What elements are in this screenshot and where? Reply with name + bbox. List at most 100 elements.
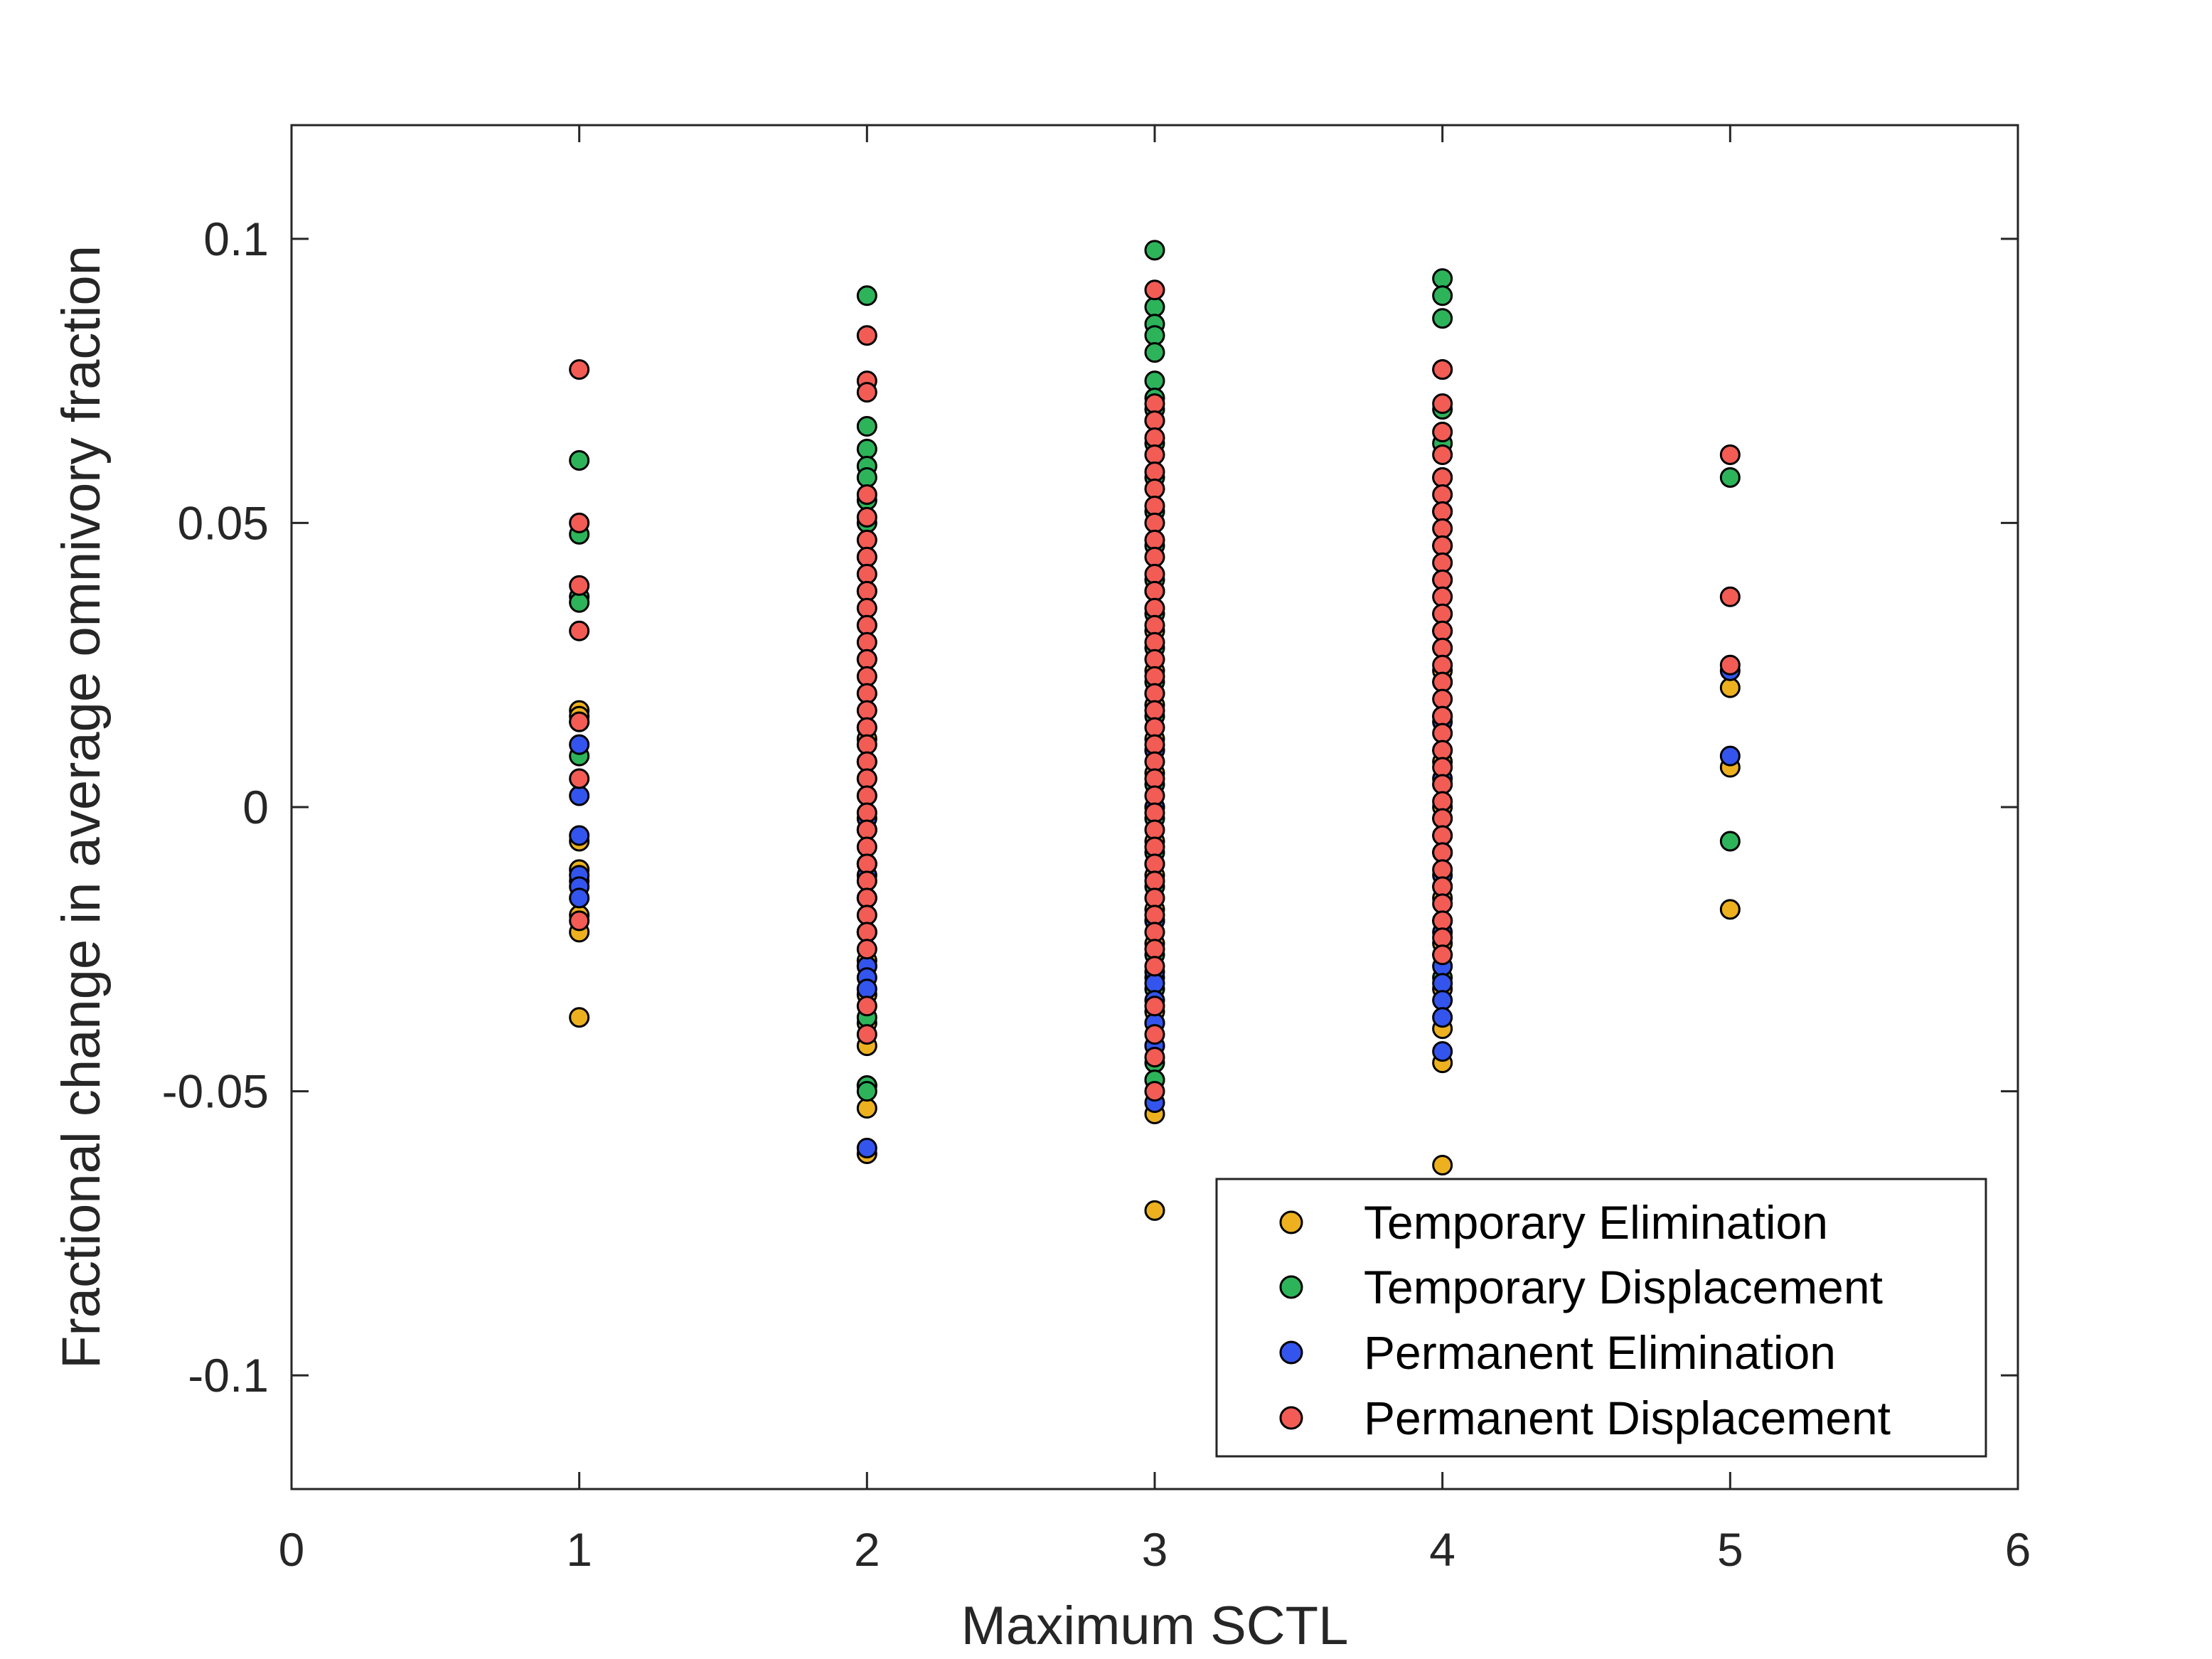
data-point xyxy=(1432,671,1453,693)
data-point xyxy=(1144,370,1165,392)
data-point xyxy=(1144,240,1165,261)
data-point xyxy=(1144,342,1165,363)
data-point xyxy=(1144,887,1165,909)
data-point xyxy=(856,1081,877,1102)
data-point xyxy=(856,751,877,772)
data-point xyxy=(856,580,877,602)
data-point xyxy=(1432,444,1453,466)
data-point xyxy=(856,285,877,306)
legend-marker xyxy=(1279,1275,1303,1299)
y-tick-label: -0.1 xyxy=(188,1349,269,1402)
data-point xyxy=(569,1007,590,1028)
data-point xyxy=(856,649,877,670)
data-point xyxy=(1432,268,1453,289)
data-point xyxy=(1719,654,1741,676)
data-point xyxy=(1432,740,1453,761)
data-point xyxy=(1432,944,1453,966)
data-point xyxy=(1432,893,1453,914)
data-point xyxy=(1144,1024,1165,1045)
data-point xyxy=(1432,757,1453,778)
data-point xyxy=(1432,808,1453,829)
data-point xyxy=(1432,688,1453,710)
data-point xyxy=(856,1138,877,1158)
data-point xyxy=(1144,734,1165,755)
data-point xyxy=(569,592,590,613)
data-point xyxy=(1144,751,1165,772)
y-axis-title: Fractional change in average omnivory fr… xyxy=(51,245,112,1369)
data-point xyxy=(856,597,877,619)
data-point xyxy=(1144,666,1165,687)
data-point xyxy=(856,978,877,1000)
data-point xyxy=(1432,586,1453,607)
data-point xyxy=(569,734,590,755)
legend-label: Temporary Displacement xyxy=(1364,1261,1883,1313)
data-point xyxy=(1432,1041,1453,1062)
data-point xyxy=(1432,466,1453,488)
plot-area-frame xyxy=(290,124,2019,1490)
data-point xyxy=(569,575,590,596)
data-point xyxy=(856,905,877,926)
data-point xyxy=(1432,825,1453,846)
x-tick-label: 5 xyxy=(1717,1523,1743,1576)
data-point xyxy=(1144,939,1165,960)
y-tick-labels: -0.1 -0.05 0 0.05 0.1 xyxy=(162,213,269,1402)
data-point xyxy=(856,700,877,721)
y-tick-label: 0.1 xyxy=(203,213,269,265)
data-point xyxy=(1144,785,1165,806)
data-point xyxy=(1432,603,1453,624)
data-point xyxy=(1432,569,1453,590)
data-point xyxy=(1144,1081,1165,1102)
data-point xyxy=(1719,831,1741,852)
data-point xyxy=(1432,973,1453,994)
data-point xyxy=(1144,325,1165,346)
y-tick-label: -0.05 xyxy=(162,1065,269,1118)
x-tick-label: 3 xyxy=(1142,1523,1168,1576)
data-point xyxy=(1719,586,1741,607)
data-point xyxy=(1432,308,1453,329)
legend-marker xyxy=(1279,1406,1303,1430)
data-point xyxy=(856,484,877,505)
data-point xyxy=(1144,427,1165,449)
data-point xyxy=(1432,359,1453,380)
data-point xyxy=(1432,501,1453,522)
legend-label: Permanent Displacement xyxy=(1364,1392,1891,1444)
legend-label: Permanent Elimination xyxy=(1364,1326,1836,1379)
data-point xyxy=(569,512,590,533)
data-point xyxy=(1432,705,1453,727)
data-point xyxy=(1719,899,1741,920)
data-point xyxy=(1432,422,1453,443)
data-point xyxy=(1432,859,1453,880)
y-tick-label: 0 xyxy=(242,781,269,833)
data-point xyxy=(856,768,877,789)
data-point xyxy=(1144,580,1165,602)
y-tick-label: 0.05 xyxy=(178,496,269,549)
data-point xyxy=(1432,637,1453,658)
data-point xyxy=(856,819,877,841)
data-point xyxy=(856,614,877,636)
data-point xyxy=(1144,393,1165,415)
data-point xyxy=(1144,768,1165,789)
data-point xyxy=(1144,563,1165,585)
data-points xyxy=(569,240,1741,1221)
data-point xyxy=(1432,518,1453,539)
data-point xyxy=(1719,745,1741,767)
data-point xyxy=(856,666,877,687)
data-point xyxy=(856,382,877,403)
data-point xyxy=(1144,802,1165,823)
data-point xyxy=(1144,529,1165,550)
x-tick-label: 4 xyxy=(1429,1523,1455,1576)
data-point xyxy=(1432,876,1453,897)
data-point xyxy=(1144,973,1165,994)
data-point xyxy=(1144,700,1165,721)
data-point xyxy=(1432,393,1453,415)
data-point xyxy=(569,450,590,471)
data-point xyxy=(856,802,877,823)
data-point xyxy=(856,546,877,567)
data-point xyxy=(1144,597,1165,619)
data-point xyxy=(1432,842,1453,863)
data-point xyxy=(856,683,877,704)
data-point xyxy=(856,466,877,488)
data-point xyxy=(856,922,877,943)
data-point xyxy=(856,631,877,653)
data-point xyxy=(1432,552,1453,573)
